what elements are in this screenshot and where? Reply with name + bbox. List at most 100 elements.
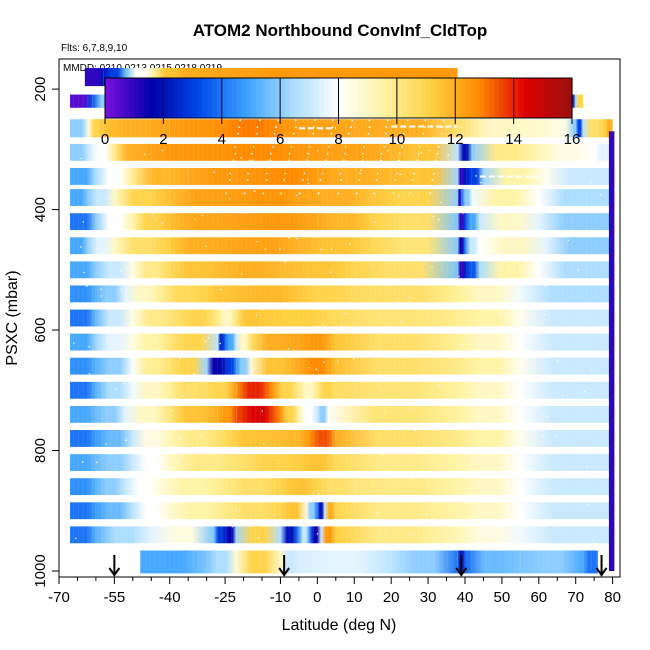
colorbar-swatch bbox=[265, 78, 271, 118]
track-point bbox=[483, 441, 485, 443]
colorbar-swatch bbox=[314, 78, 320, 118]
track-point bbox=[95, 461, 98, 464]
colorbar-swatch bbox=[163, 78, 169, 118]
track-point bbox=[248, 159, 251, 162]
track-point bbox=[397, 195, 400, 198]
colorbar-swatch bbox=[513, 78, 520, 118]
track-point bbox=[243, 211, 246, 214]
track-point bbox=[382, 455, 385, 457]
heatmap-cell bbox=[457, 261, 465, 279]
colorbar-swatch bbox=[177, 78, 184, 118]
heatmap-cells bbox=[58, 68, 615, 574]
track-point bbox=[330, 248, 333, 250]
track-point bbox=[116, 205, 118, 208]
heatmap-cell bbox=[335, 333, 458, 351]
heatmap-cell bbox=[520, 309, 613, 327]
colorbar-swatch bbox=[499, 78, 505, 118]
track-point bbox=[261, 410, 264, 412]
track-point bbox=[82, 221, 85, 223]
heatmap-cell bbox=[70, 502, 96, 520]
colorbar-swatch bbox=[187, 78, 194, 118]
colorbar-swatch bbox=[469, 78, 476, 118]
heatmap-cell bbox=[70, 526, 96, 544]
x-tick-label: 70 bbox=[567, 589, 584, 606]
track-point bbox=[320, 248, 322, 251]
track-point bbox=[469, 493, 472, 496]
heatmap-cell bbox=[575, 119, 584, 138]
colorbar-swatch bbox=[221, 78, 228, 118]
heatmap-cell bbox=[169, 502, 226, 520]
x-tick-label: 30 bbox=[420, 589, 437, 606]
heatmap-cell bbox=[151, 526, 215, 544]
track-point bbox=[502, 467, 505, 470]
heatmap-cell bbox=[162, 478, 226, 496]
heatmap-cell bbox=[225, 143, 299, 161]
profile-arrow bbox=[108, 555, 121, 577]
track-point bbox=[119, 204, 121, 207]
colorbar-swatch bbox=[236, 78, 242, 118]
colorbar-swatch bbox=[323, 78, 330, 118]
heatmap-cell bbox=[169, 261, 226, 279]
heatmap-cell bbox=[188, 168, 262, 185]
colorbar-swatch bbox=[270, 78, 276, 118]
colorbar-swatch bbox=[289, 78, 296, 118]
heatmap-cell bbox=[225, 502, 281, 520]
heatmap-cell bbox=[70, 381, 96, 399]
heatmap-cell bbox=[70, 94, 93, 108]
ascent-profile bbox=[224, 106, 245, 195]
heatmap-cell bbox=[520, 405, 613, 423]
colorbar-swatch bbox=[182, 78, 189, 118]
heatmap-cell bbox=[125, 478, 163, 496]
colorbar-swatch bbox=[440, 78, 447, 118]
heatmap-cell bbox=[103, 119, 170, 138]
colorbar-tick-label: 10 bbox=[389, 131, 406, 148]
track-point bbox=[73, 342, 75, 344]
colorbar-swatch bbox=[562, 78, 568, 118]
track-point bbox=[275, 184, 277, 187]
colorbar-swatch bbox=[430, 78, 437, 118]
track-point bbox=[498, 201, 500, 204]
colorbar-swatch bbox=[129, 78, 135, 118]
track-point bbox=[516, 445, 519, 448]
track-point bbox=[83, 271, 85, 274]
heatmap-cell bbox=[538, 213, 613, 231]
track-point bbox=[308, 367, 311, 369]
heatmap-cell bbox=[70, 261, 96, 279]
colorbar-swatch bbox=[421, 78, 427, 118]
track-point bbox=[219, 381, 222, 383]
heatmap-cell bbox=[206, 381, 237, 399]
colorbar-swatch bbox=[134, 78, 140, 118]
track-point bbox=[88, 372, 91, 375]
track-point bbox=[431, 266, 433, 268]
heatmap-cell bbox=[243, 213, 318, 231]
track-point bbox=[389, 205, 392, 208]
track-point bbox=[219, 518, 221, 520]
track-point bbox=[179, 358, 181, 360]
track-point bbox=[556, 359, 559, 362]
heatmap-cell bbox=[479, 237, 547, 255]
heatmap-cell bbox=[236, 333, 251, 351]
track-point bbox=[411, 408, 414, 411]
heatmap-cell bbox=[88, 237, 115, 255]
track-point bbox=[123, 382, 125, 385]
heatmap-cell bbox=[298, 526, 310, 544]
heatmap-cell bbox=[457, 381, 521, 399]
y-tick-label: 400 bbox=[32, 197, 49, 222]
track-point bbox=[318, 210, 321, 213]
track-point bbox=[400, 173, 402, 176]
colorbar-swatch bbox=[353, 78, 359, 118]
heatmap-cell bbox=[298, 189, 373, 206]
heatmap-cell bbox=[217, 405, 237, 423]
colorbar-swatch bbox=[275, 78, 281, 118]
heatmap-cell bbox=[280, 261, 355, 279]
track-point bbox=[402, 188, 404, 190]
heatmap-cell bbox=[317, 168, 392, 185]
track-point bbox=[181, 395, 183, 397]
track-point bbox=[423, 209, 425, 212]
track-point bbox=[144, 473, 146, 475]
heatmap-cell bbox=[457, 357, 521, 375]
track-point bbox=[138, 303, 141, 306]
heatmap-cell bbox=[132, 502, 170, 520]
heatmap-cell bbox=[132, 430, 170, 447]
colorbar-tick-label: 6 bbox=[276, 131, 284, 148]
